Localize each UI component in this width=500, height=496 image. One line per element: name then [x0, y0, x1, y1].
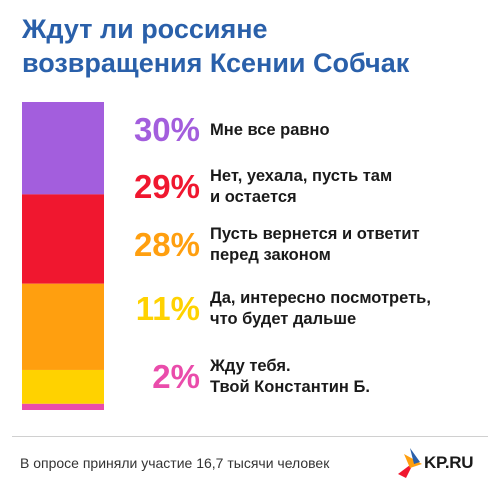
value-label-2: 29%	[133, 168, 200, 205]
category-label-3-line-2: перед законом	[210, 246, 331, 264]
category-label-2-line-2: и остается	[210, 188, 297, 206]
kp-bird-logo-icon[interactable]	[396, 444, 492, 484]
footnote: В опросе приняли участие 16,7 тысячи чел…	[20, 455, 330, 471]
category-label-3: Пусть вернется и ответит перед законом	[210, 224, 490, 266]
bar-segment-1	[22, 102, 104, 195]
category-label-5-line-2: Твой Константин Б.	[210, 378, 370, 396]
bar-segment-3	[22, 283, 104, 370]
kp-logo-text[interactable]: KP.RU	[424, 453, 474, 472]
bar-segment-2	[22, 194, 104, 284]
footer-divider	[12, 436, 488, 437]
value-label-3: 28%	[133, 226, 200, 263]
category-label-1: Мне все равно	[210, 120, 490, 141]
category-label-5-line-1: Жду тебя.	[210, 357, 291, 375]
category-label-4: Да, интересно посмотреть, что будет дальш…	[210, 288, 490, 330]
category-label-2: Нет, уехала, пусть там и остается	[210, 166, 490, 208]
category-label-5: Жду тебя. Твой Константин Б.	[210, 356, 490, 398]
chart-title-line-2: возвращения Ксении Собчак	[22, 48, 410, 78]
chart-title-line-1: Ждут ли россияне	[22, 14, 268, 44]
category-label-3-line-1: Пусть вернется и ответит	[210, 225, 420, 243]
category-label-1-line-1: Мне все равно	[210, 120, 330, 139]
value-label-1: 30%	[133, 111, 200, 148]
category-label-4-line-2: что будет дальше	[210, 310, 357, 328]
value-label-4: 11%	[135, 290, 200, 327]
chart-title: Ждут ли россияне возвращения Ксении Собч…	[22, 12, 492, 80]
bar-segment-4	[22, 369, 104, 404]
bar-segment-5	[22, 403, 104, 410]
category-label-4-line-1: Да, интересно посмотреть,	[210, 289, 431, 307]
category-label-2-line-1: Нет, уехала, пусть там	[210, 167, 393, 185]
value-label-5: 2%	[152, 358, 200, 395]
